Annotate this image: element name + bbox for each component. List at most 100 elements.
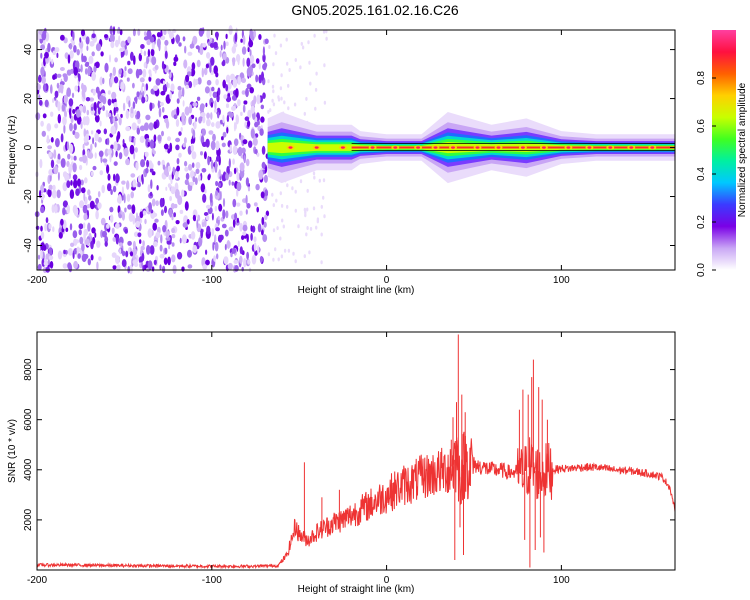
noise-blob [205, 138, 210, 148]
noise-blob [70, 155, 73, 161]
noise-blob [200, 228, 204, 239]
noise-blob [141, 82, 144, 88]
noise-blob [43, 39, 46, 46]
noise-blob [46, 134, 50, 144]
noise-blob [175, 144, 180, 151]
noise-blob [54, 47, 60, 53]
noise-blob [102, 105, 105, 112]
noise-blob [251, 254, 257, 265]
noise-blob [272, 62, 275, 67]
noise-blob [209, 64, 212, 73]
noise-blob [53, 96, 57, 101]
noise-blob [98, 256, 102, 261]
y-tick-label: 0 [23, 144, 34, 150]
noise-blob [239, 169, 245, 179]
noise-blob [172, 166, 176, 176]
noise-blob [173, 114, 178, 120]
noise-blob [200, 112, 206, 118]
noise-blob [226, 240, 231, 249]
noise-blob [247, 186, 251, 192]
noise-blob [116, 264, 121, 272]
noise-blob [175, 137, 181, 143]
noise-blob [192, 176, 196, 183]
noise-blob [113, 76, 119, 84]
noise-blob [246, 233, 249, 243]
noise-blob [223, 256, 229, 265]
x-tick-label: 0 [384, 275, 390, 286]
noise-blob [77, 73, 80, 79]
snr-y-label: SNR (10 * v/v) [7, 419, 18, 483]
noise-blob [127, 68, 133, 75]
noise-blob [132, 28, 136, 37]
noise-blob [250, 128, 255, 139]
noise-blob [144, 218, 147, 225]
noise-blob [185, 172, 190, 180]
noise-blob [287, 83, 290, 88]
noise-blob [118, 68, 123, 75]
noise-blob [313, 175, 316, 180]
noise-blob [112, 185, 117, 193]
noise-blob [107, 90, 111, 95]
noise-blob [97, 202, 102, 210]
noise-blob [110, 214, 114, 223]
noise-blob [204, 86, 210, 94]
noise-blob [239, 222, 243, 232]
noise-blob [225, 84, 229, 92]
noise-blob [138, 53, 142, 62]
noise-blob [211, 228, 215, 237]
noise-blob [160, 209, 164, 217]
noise-blob [242, 35, 246, 45]
noise-blob [120, 40, 126, 48]
noise-blob [188, 81, 193, 89]
noise-blob [76, 178, 82, 187]
noise-blob [241, 77, 247, 83]
noise-blob [72, 162, 77, 173]
noise-blob [262, 92, 266, 99]
noise-blob [204, 188, 207, 194]
noise-blob [144, 151, 149, 157]
noise-blob [152, 212, 158, 218]
noise-blob [220, 44, 223, 51]
noise-blob [246, 57, 251, 67]
noise-blob [146, 245, 151, 255]
noise-blob [312, 206, 316, 211]
noise-blob [214, 31, 219, 38]
noise-blob [254, 250, 258, 256]
noise-blob [117, 194, 122, 204]
noise-blob [93, 65, 97, 74]
noise-blob [245, 158, 250, 167]
colorbar-tick-label: 0.2 [696, 215, 707, 229]
noise-blob [161, 60, 165, 70]
noise-blob [90, 130, 94, 135]
noise-blob [182, 100, 185, 107]
noise-blob [285, 37, 288, 42]
noise-blob [155, 200, 159, 207]
noise-blob [191, 62, 196, 71]
noise-blob [153, 134, 157, 143]
noise-blob [219, 190, 222, 201]
noise-blob [175, 119, 180, 127]
noise-blob [151, 41, 155, 50]
noise-blob [72, 174, 78, 181]
noise-blob [314, 87, 318, 92]
noise-blob [91, 227, 96, 234]
noise-blob [95, 43, 102, 52]
noise-blob [246, 203, 251, 209]
noise-blob [44, 99, 49, 108]
noise-blob [112, 265, 117, 270]
noise-blob [242, 57, 245, 67]
noise-blob [48, 151, 52, 158]
noise-blob [73, 45, 77, 53]
noise-blob [173, 61, 177, 67]
signal-hotspot [416, 146, 421, 149]
noise-blob [272, 257, 275, 262]
signal-hotspot [496, 146, 501, 149]
noise-blob [102, 230, 107, 238]
noise-blob [251, 225, 256, 233]
noise-blob [121, 211, 125, 221]
noise-blob [218, 203, 223, 212]
noise-blob [221, 142, 226, 148]
noise-blob [214, 100, 217, 110]
noise-blob [39, 158, 43, 169]
noise-blob [72, 31, 75, 41]
